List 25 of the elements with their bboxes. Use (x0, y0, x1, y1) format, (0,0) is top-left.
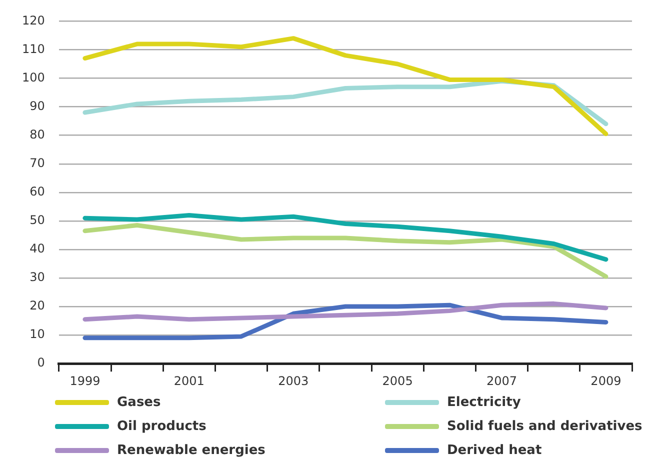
y-tick-label: 70 (30, 156, 45, 170)
x-tick-label: 2001 (174, 374, 204, 388)
y-tick-label: 0 (37, 356, 45, 370)
x-tick-label: 2003 (278, 374, 309, 388)
y-tick-label: 120 (22, 13, 45, 28)
y-tick-label: 110 (22, 42, 45, 56)
legend-label: Derived heat (447, 442, 542, 458)
y-tick-label: 50 (30, 213, 45, 228)
x-tick-label: 2007 (486, 374, 518, 388)
legend-label: Electricity (447, 394, 521, 410)
y-tick-label: 90 (30, 98, 45, 113)
y-tick-label: 60 (30, 184, 45, 199)
y-tick-label: 100 (22, 70, 45, 84)
y-tick-label: 40 (30, 242, 45, 256)
legend-label: Solid fuels and derivatives (447, 418, 642, 434)
legend-label: Gases (117, 394, 161, 410)
y-tick-label: 80 (30, 127, 45, 142)
legend-label: Renewable energies (117, 442, 266, 458)
legend-label: Oil products (117, 418, 206, 434)
y-tick-label: 20 (30, 298, 45, 313)
y-tick-label: 30 (30, 270, 45, 284)
x-tick-label: 2005 (382, 374, 413, 388)
x-tick-label: 1999 (70, 374, 100, 388)
y-tick-label: 10 (30, 327, 45, 342)
x-tick-label: 2009 (590, 374, 622, 388)
